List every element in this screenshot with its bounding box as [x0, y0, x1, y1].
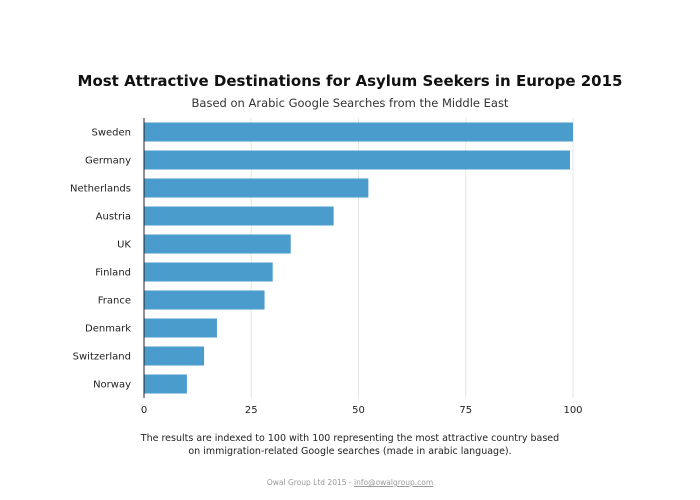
- chart-subtitle: Based on Arabic Google Searches from the…: [191, 96, 509, 110]
- bar-france: [144, 290, 265, 310]
- x-tick-label: 100: [563, 405, 582, 416]
- x-tick-label: 25: [245, 405, 258, 416]
- bar-netherlands: [144, 178, 369, 198]
- footer: Owal Group Ltd 2015 - info@owalgroup.com: [0, 478, 700, 487]
- category-label: Netherlands: [70, 184, 131, 195]
- chart-title: Most Attractive Destinations for Asylum …: [77, 72, 623, 90]
- chart-note-line-1: The results are indexed to 100 with 100 …: [140, 433, 560, 444]
- x-tick-label: 75: [459, 405, 472, 416]
- category-label: Switzerland: [73, 352, 131, 363]
- category-label: UK: [117, 240, 131, 251]
- category-label: France: [98, 296, 131, 307]
- bar-uk: [144, 234, 291, 254]
- category-label: Finland: [95, 268, 131, 279]
- bar-switzerland: [144, 346, 205, 366]
- bar-austria: [144, 206, 334, 226]
- bar-denmark: [144, 318, 217, 338]
- bar-germany: [144, 150, 570, 170]
- footer-text: Owal Group Ltd 2015 -: [266, 478, 354, 487]
- category-label: Sweden: [91, 128, 131, 139]
- bar-sweden: [144, 122, 573, 142]
- chart-note-line-2: on immigration-related Google searches (…: [188, 446, 512, 457]
- bar-finland: [144, 262, 273, 282]
- x-tick-label: 0: [141, 405, 147, 416]
- bar-norway: [144, 374, 187, 394]
- category-label: Germany: [85, 156, 131, 167]
- category-label: Norway: [93, 380, 131, 391]
- category-label: Austria: [96, 212, 131, 223]
- x-tick-label: 50: [352, 405, 365, 416]
- chart-note: The results are indexed to 100 with 100 …: [120, 432, 580, 458]
- footer-email-link[interactable]: info@owalgroup.com: [354, 478, 434, 487]
- category-label: Denmark: [85, 324, 131, 335]
